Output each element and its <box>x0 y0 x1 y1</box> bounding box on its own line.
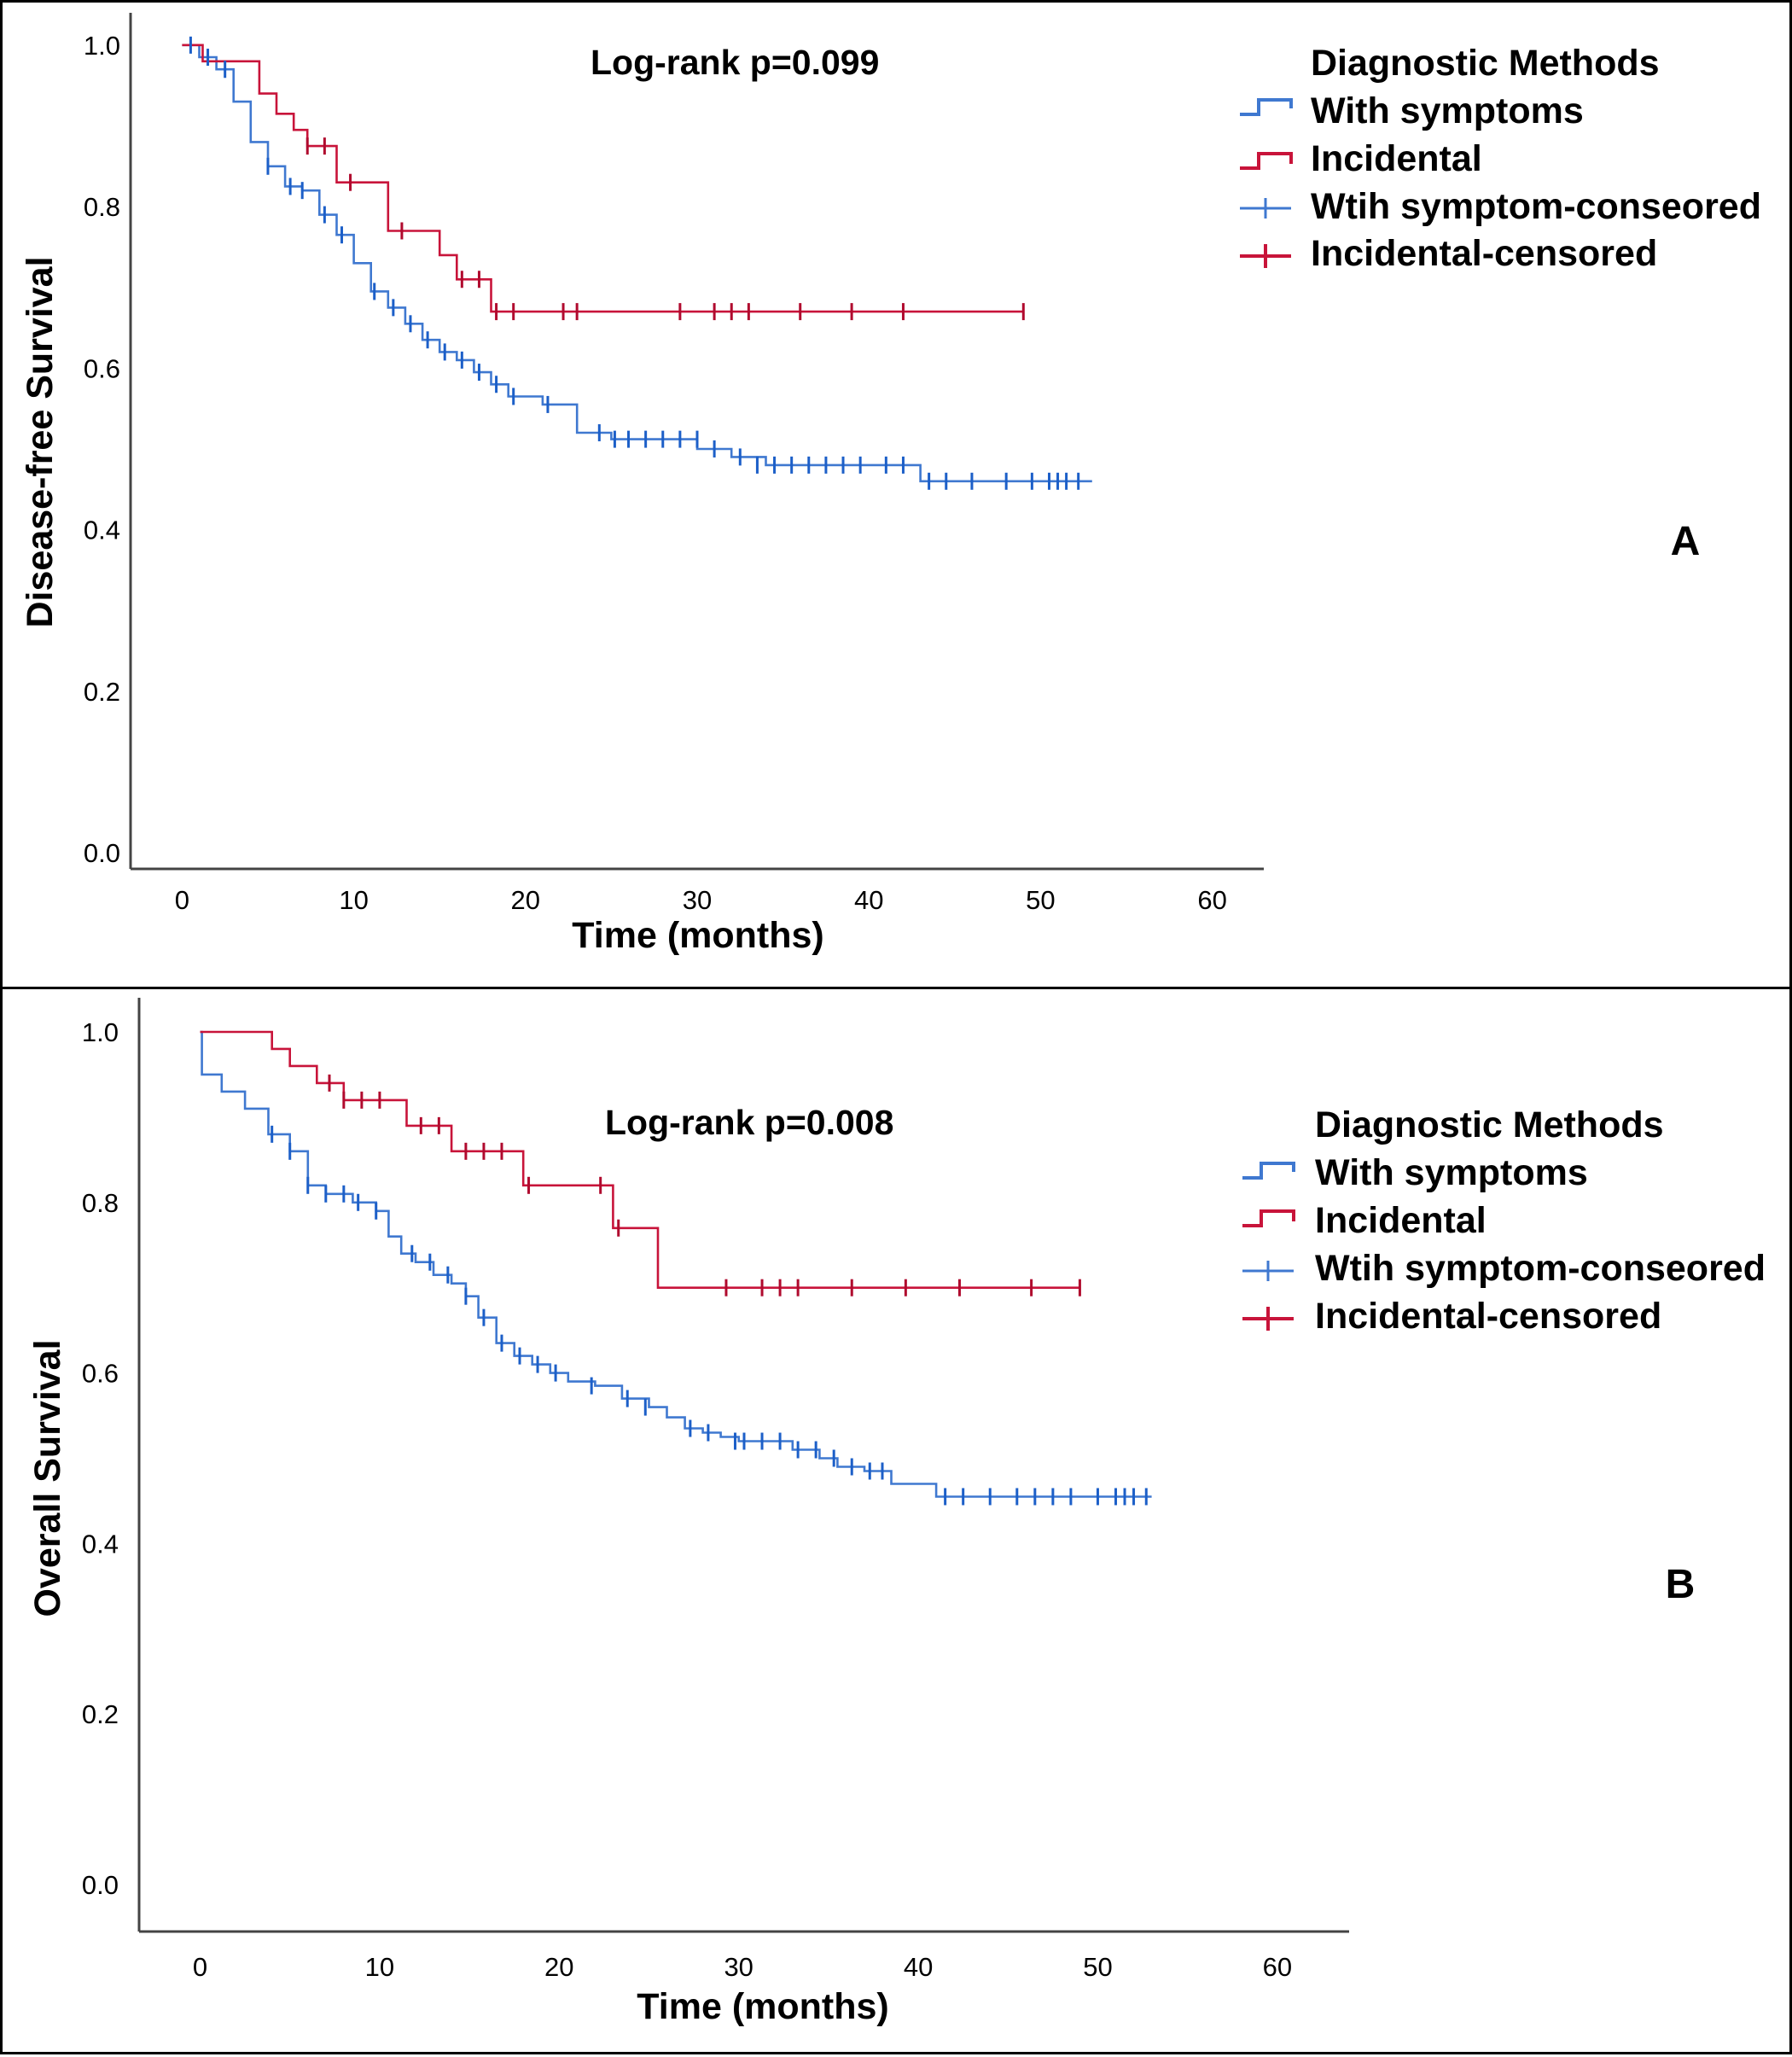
y-tick-label: 0.8 <box>84 192 120 222</box>
legend-symbol-with-symptoms <box>1240 98 1293 116</box>
survival-curves <box>182 44 1092 483</box>
legend-label-with-symptoms: With symptoms <box>1311 90 1584 131</box>
legend-title: Diagnostic Methods <box>1311 43 1660 84</box>
series-line-with-symptoms <box>182 44 1092 483</box>
x-tick-label: 0 <box>175 885 189 915</box>
legend-symbol-incidental <box>1240 152 1293 170</box>
x-tick-label: 20 <box>544 1952 573 1982</box>
y-tick-label: 1.0 <box>82 1017 119 1047</box>
log-rank-annotation: Log-rank p=0.099 <box>591 43 879 82</box>
x-tick-label: 50 <box>1083 1952 1112 1982</box>
series-line-incidental <box>200 1030 1080 1289</box>
y-tick-label: 0.6 <box>82 1359 119 1389</box>
x-tick-label: 30 <box>724 1952 753 1982</box>
x-tick-label: 20 <box>511 885 540 915</box>
legend-label-with-symptoms: With symptoms <box>1315 1152 1588 1193</box>
y-tick-label: 1.0 <box>84 31 120 61</box>
legend-title: Diagnostic Methods <box>1315 1104 1664 1145</box>
x-tick-label: 60 <box>1197 885 1226 915</box>
legend-label-incidental: Incidental <box>1315 1200 1487 1241</box>
legend-symbol-with-symptoms <box>1242 1162 1295 1180</box>
x-tick-label: 10 <box>365 1952 394 1982</box>
x-tick-label: 40 <box>904 1952 933 1982</box>
y-tick-label: 0.2 <box>84 677 120 707</box>
x-tick-label: 10 <box>339 885 368 915</box>
legend-label-incidental: Incidental <box>1311 138 1482 179</box>
log-rank-annotation: Log-rank p=0.008 <box>605 1103 893 1142</box>
legend: Diagnostic Methods With symptoms Inciden… <box>1240 43 1761 274</box>
panel-b: 0.0 0.2 0.4 0.6 0.8 1.0 0 10 20 30 40 50 60 Log-ran… <box>0 987 1792 2054</box>
y-tick-label: 0.8 <box>82 1188 119 1218</box>
x-tick-label: 50 <box>1026 885 1055 915</box>
legend-symbol-incidental <box>1242 1209 1295 1227</box>
y-tick-label: 0.2 <box>82 1699 119 1729</box>
y-tick-label: 0.6 <box>84 353 120 383</box>
x-tick-labels: 0 10 20 30 40 50 60 <box>193 1952 1292 1982</box>
panel-letter: B <box>1666 1562 1696 1607</box>
y-axis-title: Disease-free Survival <box>20 256 61 627</box>
series-line-incidental <box>182 44 1024 313</box>
panel-letter: A <box>1671 519 1701 564</box>
x-tick-label: 60 <box>1263 1952 1292 1982</box>
legend-label-incidental-censored: Incidental-censored <box>1311 233 1657 274</box>
y-tick-labels: 0.0 0.2 0.4 0.6 0.8 1.0 <box>82 1017 119 1900</box>
legend-label-with-censored: Wtih symptom-conseored <box>1311 186 1761 227</box>
legend-label-with-censored: Wtih symptom-conseored <box>1315 1248 1766 1289</box>
x-tick-label: 30 <box>683 885 712 915</box>
y-tick-label: 0.0 <box>84 838 120 868</box>
km-chart-overall: 0.0 0.2 0.4 0.6 0.8 1.0 0 10 20 30 40 50 60 Log-ran… <box>27 998 1766 2027</box>
x-axis-title: Time (months) <box>572 915 823 956</box>
y-tick-label: 0.4 <box>82 1529 119 1559</box>
y-axis-title: Overall Survival <box>27 1339 68 1617</box>
x-tick-label: 0 <box>193 1952 207 1982</box>
y-tick-label: 0.0 <box>82 1870 119 1900</box>
x-axis-title: Time (months) <box>637 1986 888 2027</box>
y-tick-labels: 0.0 0.2 0.4 0.6 0.8 1.0 <box>84 31 120 868</box>
panel-a: 0.0 0.2 0.4 0.6 0.8 1.0 0 10 20 30 40 50 60 Log-ran… <box>0 0 1792 989</box>
legend: Diagnostic Methods With symptoms Inciden… <box>1242 1104 1766 1337</box>
x-tick-label: 40 <box>854 885 883 915</box>
censor-marks <box>189 36 1080 490</box>
y-tick-label: 0.4 <box>84 516 120 545</box>
x-tick-labels: 0 10 20 30 40 50 60 <box>175 885 1227 915</box>
censor-marks <box>271 1074 1148 1506</box>
km-chart-disease-free: 0.0 0.2 0.4 0.6 0.8 1.0 0 10 20 30 40 50 60 Log-ran… <box>20 13 1761 956</box>
legend-label-incidental-censored: Incidental-censored <box>1315 1296 1661 1337</box>
